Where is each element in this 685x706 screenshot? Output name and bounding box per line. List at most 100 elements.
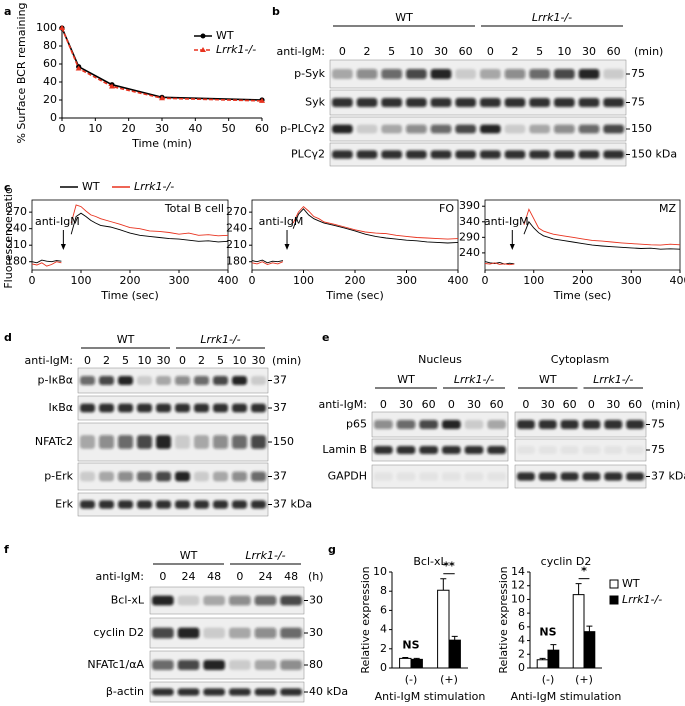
lane-label: 60: [459, 45, 473, 58]
y-tick-label: 10: [373, 565, 387, 578]
x-tick-label: 100: [523, 274, 544, 287]
lane-label: 60: [490, 398, 504, 411]
error-bar: [575, 583, 582, 595]
panel-letter: a: [4, 5, 11, 18]
lane-title: anti-IgM:: [319, 398, 367, 411]
lane-label: 48: [207, 570, 221, 583]
y-tick-label: 14: [511, 565, 525, 578]
panel-letter: f: [4, 543, 9, 556]
blot-band: [280, 627, 302, 639]
size-marker: 30: [309, 626, 323, 639]
blot-band: [480, 150, 501, 159]
blot-band: [455, 68, 476, 80]
legend-label: Lrrk1-/-: [216, 43, 256, 56]
legend-marker: [200, 33, 206, 39]
point: [159, 95, 165, 101]
panel-subtitle: MZ: [659, 202, 676, 215]
lane-label: 30: [467, 398, 481, 411]
row-label: p-Syk: [294, 67, 325, 80]
y-tick-label: 340: [459, 215, 480, 228]
blot-band: [578, 68, 600, 80]
significance-label: *: [581, 565, 587, 578]
blot-band: [156, 376, 171, 385]
legend-label: WT: [216, 29, 234, 42]
annotation-arrowhead: [60, 244, 66, 250]
blot-band: [480, 124, 501, 134]
blot-row: [371, 464, 509, 489]
group-label: WT: [397, 373, 415, 386]
blot-band: [137, 376, 152, 385]
blot-band: [455, 98, 476, 107]
size-marker: 150: [273, 435, 294, 448]
legend-label: Lrrk1-/-: [134, 180, 174, 193]
series-line: [251, 208, 459, 264]
blot-band: [604, 420, 623, 429]
x-tick-label: (-): [405, 673, 418, 686]
size-marker: 37: [273, 401, 287, 414]
lane-label: 30: [399, 398, 413, 411]
y-tick-label: 20: [43, 93, 57, 106]
lane-label: 0: [84, 354, 91, 367]
blot-band: [381, 68, 402, 80]
row-label: Bcl-xL: [111, 594, 145, 607]
blot-band: [603, 98, 624, 107]
blot-band: [175, 403, 190, 413]
x-axis-label: Anti-IgM stimulation: [375, 690, 486, 703]
error-bar: [539, 657, 546, 660]
blot-band: [175, 376, 190, 385]
bar: [572, 594, 585, 669]
blot-band: [603, 68, 624, 80]
blot-band: [464, 446, 484, 454]
panel-subtitle: FO: [439, 202, 454, 215]
blot-band: [487, 420, 506, 429]
blot-band: [118, 500, 133, 509]
x-tick-label: (+): [440, 673, 458, 686]
error-bar: [413, 657, 420, 660]
blot-band: [604, 446, 623, 454]
size-marker: 80: [309, 658, 323, 671]
blot-band: [504, 98, 526, 107]
legend-marker: [200, 47, 206, 52]
lane-label: 48: [284, 570, 298, 583]
blot-band: [560, 420, 579, 429]
lane-label: 5: [122, 354, 129, 367]
lane-label: 30: [157, 354, 171, 367]
blot-band: [213, 376, 228, 385]
point: [75, 65, 82, 71]
blot-band: [626, 420, 644, 429]
y-tick-label: 240: [6, 222, 27, 235]
blot-band: [626, 446, 644, 454]
size-marker: 37: [273, 470, 287, 483]
blot-row: [329, 89, 627, 116]
size-marker: 75: [631, 67, 645, 80]
blot-band: [175, 500, 190, 509]
lane-label: 0: [159, 570, 166, 583]
blot-band: [229, 659, 251, 671]
blot-band: [152, 627, 174, 639]
unit-label: (h): [308, 570, 324, 583]
y-tick-label: 100: [36, 21, 57, 34]
blot-band: [356, 150, 378, 159]
x-tick-label: (-): [542, 673, 555, 686]
lane-label: 0: [448, 398, 455, 411]
row-label: NFATc2: [35, 435, 73, 448]
blot-band: [396, 472, 416, 481]
x-tick-label: 40: [188, 122, 202, 135]
blot-band: [254, 688, 277, 696]
blot-band: [487, 446, 506, 454]
blot-band: [381, 98, 402, 107]
x-tick-label: 400: [218, 274, 239, 287]
blot-band: [554, 150, 575, 159]
blot-band: [80, 435, 95, 449]
blot-band: [582, 420, 601, 429]
y-tick-label: 60: [43, 57, 57, 70]
lane-label: 2: [103, 354, 110, 367]
y-tick-label: 6: [518, 620, 525, 633]
lane-label: 2: [512, 45, 519, 58]
compartment-title: Nucleus: [418, 353, 462, 366]
annotation: anti-IgM: [259, 215, 304, 228]
blot-band: [99, 500, 114, 509]
blot-band: [194, 376, 209, 385]
annotation: anti-IgM: [484, 215, 529, 228]
blot-band: [232, 376, 247, 385]
